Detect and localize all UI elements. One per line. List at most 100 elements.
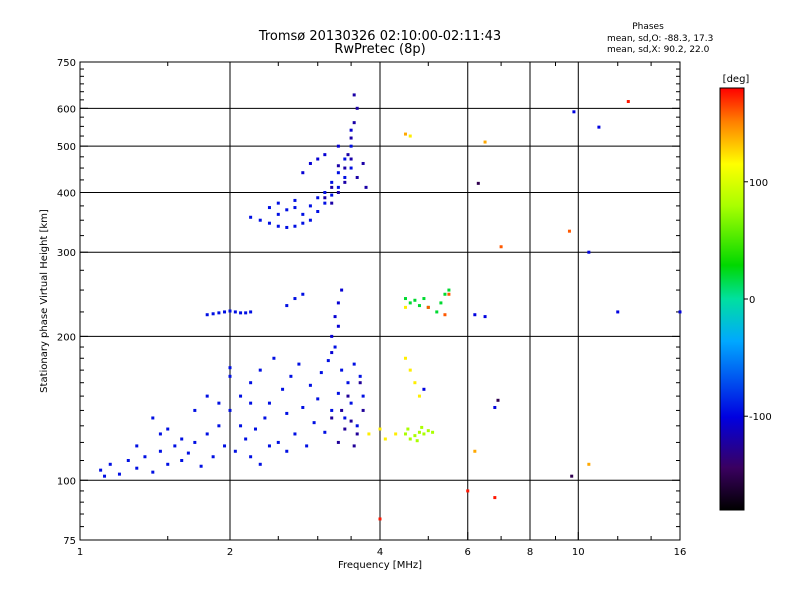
data-point xyxy=(319,371,323,375)
data-point xyxy=(323,153,327,157)
data-point xyxy=(276,440,280,444)
data-point xyxy=(340,368,344,372)
data-point xyxy=(233,449,237,453)
data-point xyxy=(301,221,305,225)
x-tick-label: 4 xyxy=(377,547,383,558)
colorbar-label: [deg] xyxy=(723,74,750,85)
data-point xyxy=(126,458,130,462)
data-point xyxy=(211,455,215,459)
data-point xyxy=(305,444,309,448)
grid-lines xyxy=(80,62,680,540)
data-point xyxy=(205,432,209,436)
data-point xyxy=(285,304,289,308)
data-point xyxy=(272,356,276,360)
data-point xyxy=(493,496,497,500)
data-point xyxy=(301,171,305,175)
data-point xyxy=(205,394,209,398)
data-point xyxy=(151,470,155,474)
data-point xyxy=(239,311,243,315)
data-point xyxy=(108,462,112,466)
data-point xyxy=(217,401,221,405)
data-point xyxy=(349,144,353,148)
data-point xyxy=(233,310,237,314)
data-point xyxy=(99,468,103,472)
data-point xyxy=(267,401,271,405)
data-point xyxy=(285,411,289,415)
data-point xyxy=(422,297,426,301)
chart-subtitle: RwPretec (8p) xyxy=(334,42,425,57)
data-point xyxy=(493,405,497,409)
data-point xyxy=(336,440,340,444)
phases-o-stats: mean, sd,O: -88.3, 17.3 xyxy=(607,34,713,44)
data-point xyxy=(403,297,407,301)
data-point xyxy=(323,201,327,205)
data-point xyxy=(211,312,215,316)
data-point xyxy=(443,292,447,296)
data-point xyxy=(316,397,320,401)
data-point xyxy=(228,309,232,313)
data-point xyxy=(330,334,334,338)
data-point xyxy=(343,175,347,179)
data-point xyxy=(316,196,320,200)
data-point xyxy=(308,218,312,222)
data-point xyxy=(616,310,620,314)
chart-title: Tromsø 20130326 02:10:00-02:11:43 xyxy=(258,29,501,44)
data-point xyxy=(367,432,371,436)
data-point xyxy=(343,157,347,161)
data-point xyxy=(253,427,257,431)
x-tick-label: 2 xyxy=(227,547,233,558)
data-point xyxy=(186,451,190,455)
y-tick-labels: 75 100 200 300 400 500 600 750 xyxy=(57,58,76,547)
data-point xyxy=(249,401,253,405)
data-point xyxy=(358,374,362,378)
x-tick-label: 16 xyxy=(674,547,687,558)
data-point xyxy=(297,362,301,366)
data-point xyxy=(346,394,350,398)
data-point xyxy=(336,190,340,194)
data-point xyxy=(308,161,312,165)
data-point xyxy=(330,351,334,355)
data-point xyxy=(293,206,297,210)
y-tick-label: 75 xyxy=(63,536,76,547)
data-point xyxy=(408,368,412,372)
data-point xyxy=(361,161,365,165)
data-point xyxy=(135,466,139,470)
y-tick-label: 100 xyxy=(57,476,76,487)
data-point xyxy=(336,324,340,328)
data-point xyxy=(417,304,421,308)
data-point xyxy=(301,405,305,409)
data-point xyxy=(343,166,347,170)
data-point xyxy=(473,313,477,317)
data-point xyxy=(244,311,248,315)
data-point xyxy=(349,401,353,405)
data-point xyxy=(597,125,601,129)
data-point xyxy=(330,185,334,189)
data-point xyxy=(333,315,337,319)
data-point xyxy=(358,381,362,385)
data-point xyxy=(422,432,426,436)
data-point xyxy=(336,185,340,189)
y-tick-label: 300 xyxy=(57,248,76,259)
y-tick-label: 500 xyxy=(57,142,76,153)
data-point xyxy=(476,181,480,185)
data-point xyxy=(364,185,368,189)
data-point xyxy=(346,381,350,385)
phases-x-stats: mean, sd,X: 90.2, 22.0 xyxy=(607,45,710,55)
data-point xyxy=(330,180,334,184)
data-point xyxy=(293,198,297,202)
phases-heading: Phases xyxy=(632,22,664,32)
data-point xyxy=(312,421,316,425)
data-point xyxy=(258,368,262,372)
data-point xyxy=(316,157,320,161)
data-point xyxy=(301,292,305,296)
data-point xyxy=(228,366,232,370)
data-point xyxy=(276,201,280,205)
data-point xyxy=(263,416,267,420)
data-point xyxy=(166,462,170,466)
scatter-points xyxy=(99,93,682,521)
data-point xyxy=(346,153,350,157)
data-point xyxy=(135,444,139,448)
data-point xyxy=(166,427,170,431)
y-tick-label: 400 xyxy=(57,188,76,199)
data-point xyxy=(158,449,162,453)
